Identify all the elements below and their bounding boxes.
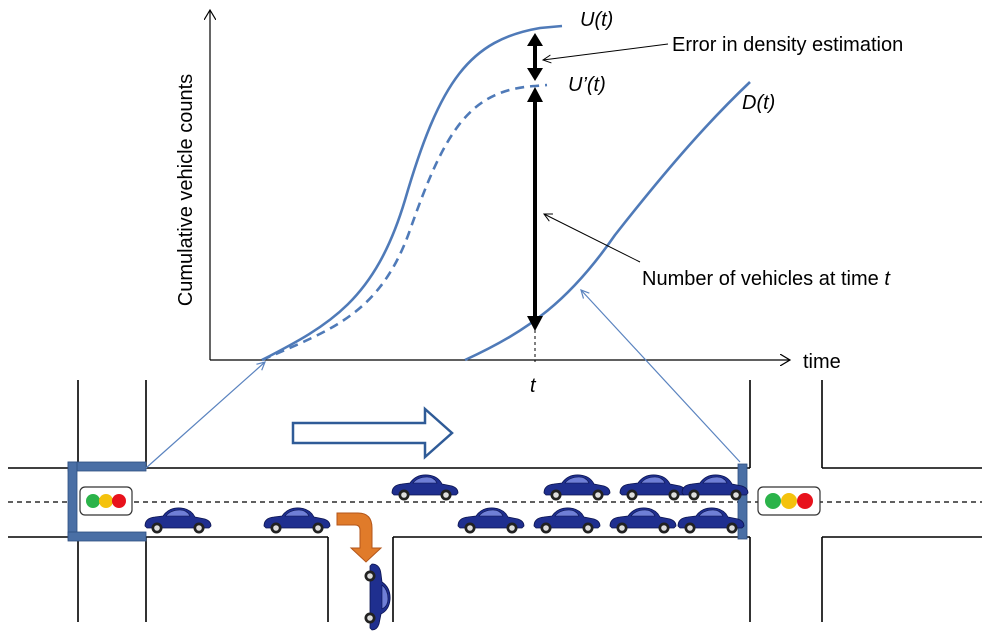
traffic-light-icon xyxy=(757,486,821,516)
downstream-detector xyxy=(737,463,748,540)
error-annotation: Error in density estimation xyxy=(672,34,903,56)
car-icon xyxy=(609,507,677,534)
car-icon xyxy=(263,507,331,534)
count-leader-line xyxy=(544,214,641,263)
count-annotation-var: t xyxy=(884,268,891,290)
downstream-curve-label: D(t) xyxy=(742,92,775,114)
t-tick-label: t xyxy=(530,375,537,397)
upstream-projection-line xyxy=(145,362,265,469)
car-icon xyxy=(533,507,601,534)
car-icon xyxy=(457,507,525,534)
car-icon xyxy=(677,507,745,534)
upstream-estimated-curve xyxy=(261,83,548,362)
x-axis-label: time xyxy=(803,351,841,373)
error-leader-line xyxy=(543,43,669,60)
upstream-curve-label: U(t) xyxy=(580,9,613,31)
upstream-detector xyxy=(67,461,147,542)
chart: Cumulative vehicle counts time U(t) U’(t… xyxy=(175,9,903,397)
count-annotation: Number of vehicles at time t xyxy=(642,268,891,290)
turn-down-arrow-icon xyxy=(336,512,383,563)
right-arrow-icon xyxy=(291,406,454,460)
count-annotation-text: Number of vehicles at time xyxy=(642,268,884,290)
upstream-curve xyxy=(261,24,563,362)
car-icon xyxy=(391,474,459,501)
traffic-light-icon xyxy=(79,486,133,516)
upstream-estimated-curve-label: U’(t) xyxy=(568,74,606,96)
error-double-arrow xyxy=(527,33,543,81)
downstream-curve xyxy=(464,81,751,362)
car-icon xyxy=(543,474,611,501)
y-axis-label: Cumulative vehicle counts xyxy=(175,74,197,306)
vehicle-count-double-arrow xyxy=(527,87,543,331)
car-icon xyxy=(364,563,391,631)
downstream-projection-line xyxy=(581,290,741,463)
road-scene xyxy=(8,290,982,631)
car-icon xyxy=(144,507,212,534)
car-icon xyxy=(619,474,687,501)
